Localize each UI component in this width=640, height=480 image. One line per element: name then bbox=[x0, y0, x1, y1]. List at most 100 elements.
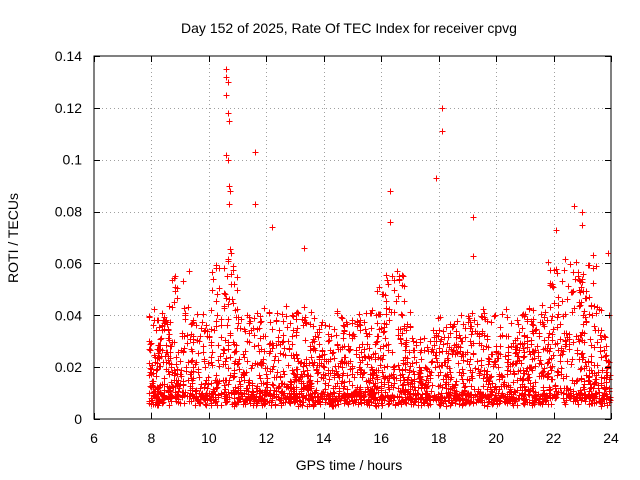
data-point bbox=[357, 317, 364, 324]
data-point bbox=[249, 392, 256, 399]
data-point bbox=[402, 354, 409, 361]
data-point bbox=[491, 397, 498, 404]
data-point bbox=[484, 336, 491, 343]
data-point bbox=[214, 384, 221, 391]
data-point bbox=[468, 342, 475, 349]
data-point bbox=[598, 354, 605, 361]
data-point bbox=[270, 363, 277, 370]
data-point bbox=[167, 385, 174, 392]
data-point bbox=[559, 351, 566, 358]
data-point bbox=[406, 369, 413, 376]
data-point bbox=[322, 322, 329, 329]
data-point bbox=[186, 268, 193, 275]
data-point bbox=[349, 371, 356, 378]
data-point bbox=[222, 291, 229, 298]
data-point bbox=[153, 393, 160, 400]
data-point bbox=[195, 369, 202, 376]
data-point bbox=[167, 355, 174, 362]
data-point bbox=[548, 355, 555, 362]
data-point bbox=[307, 347, 314, 354]
data-point bbox=[427, 338, 434, 345]
data-point bbox=[157, 363, 164, 370]
data-point bbox=[411, 354, 418, 361]
data-point bbox=[356, 311, 363, 318]
data-point bbox=[153, 373, 160, 380]
data-point bbox=[216, 363, 223, 370]
data-point bbox=[385, 281, 392, 288]
data-point bbox=[372, 350, 379, 357]
data-point bbox=[533, 326, 540, 333]
data-point bbox=[502, 399, 509, 406]
data-point bbox=[544, 360, 551, 367]
data-point bbox=[178, 373, 185, 380]
data-point bbox=[343, 319, 350, 326]
data-point bbox=[383, 272, 390, 279]
data-point bbox=[579, 329, 586, 336]
data-point bbox=[491, 313, 498, 320]
data-point bbox=[510, 379, 517, 386]
data-point bbox=[457, 348, 464, 355]
data-point bbox=[234, 325, 241, 332]
data-point bbox=[218, 316, 225, 323]
data-point bbox=[409, 335, 416, 342]
data-point bbox=[339, 378, 346, 385]
data-point bbox=[454, 349, 461, 356]
data-point bbox=[484, 403, 491, 410]
data-point bbox=[444, 363, 451, 370]
data-point bbox=[300, 380, 307, 387]
data-point bbox=[200, 349, 207, 356]
data-point bbox=[601, 400, 608, 407]
data-point bbox=[349, 320, 356, 327]
data-point bbox=[447, 330, 454, 337]
data-point bbox=[573, 333, 580, 340]
data-point bbox=[216, 285, 223, 292]
data-point bbox=[397, 377, 404, 384]
data-point bbox=[403, 339, 410, 346]
data-point bbox=[590, 280, 597, 287]
data-point bbox=[488, 319, 495, 326]
data-point bbox=[205, 381, 212, 388]
data-point bbox=[263, 371, 270, 378]
data-point bbox=[326, 393, 333, 400]
data-point bbox=[307, 321, 314, 328]
data-point bbox=[578, 299, 585, 306]
data-point bbox=[446, 397, 453, 404]
data-point bbox=[524, 375, 531, 382]
data-point bbox=[310, 346, 317, 353]
data-point bbox=[223, 66, 230, 73]
data-point bbox=[281, 371, 288, 378]
data-point bbox=[203, 390, 210, 397]
data-point bbox=[334, 342, 341, 349]
data-point bbox=[561, 385, 568, 392]
data-point bbox=[562, 256, 569, 263]
data-point bbox=[335, 401, 342, 408]
data-point bbox=[380, 352, 387, 359]
data-point bbox=[570, 388, 577, 395]
data-point bbox=[570, 339, 577, 346]
data-point bbox=[302, 314, 309, 321]
data-point bbox=[478, 357, 485, 364]
data-point bbox=[368, 325, 375, 332]
data-point bbox=[272, 402, 279, 409]
data-point bbox=[455, 360, 462, 367]
data-point bbox=[214, 291, 221, 298]
data-point bbox=[166, 337, 173, 344]
data-point bbox=[283, 303, 290, 310]
data-point bbox=[538, 311, 545, 318]
data-point bbox=[250, 395, 257, 402]
data-point bbox=[184, 340, 191, 347]
data-point bbox=[549, 376, 556, 383]
data-point bbox=[577, 302, 584, 309]
data-point bbox=[384, 393, 391, 400]
data-point bbox=[369, 375, 376, 382]
data-point bbox=[546, 330, 553, 337]
data-point bbox=[432, 364, 439, 371]
data-point bbox=[280, 399, 287, 406]
data-point bbox=[563, 330, 570, 337]
data-point bbox=[507, 361, 514, 368]
data-point bbox=[282, 352, 289, 359]
data-point bbox=[305, 396, 312, 403]
data-point bbox=[339, 364, 346, 371]
data-point bbox=[155, 342, 162, 349]
